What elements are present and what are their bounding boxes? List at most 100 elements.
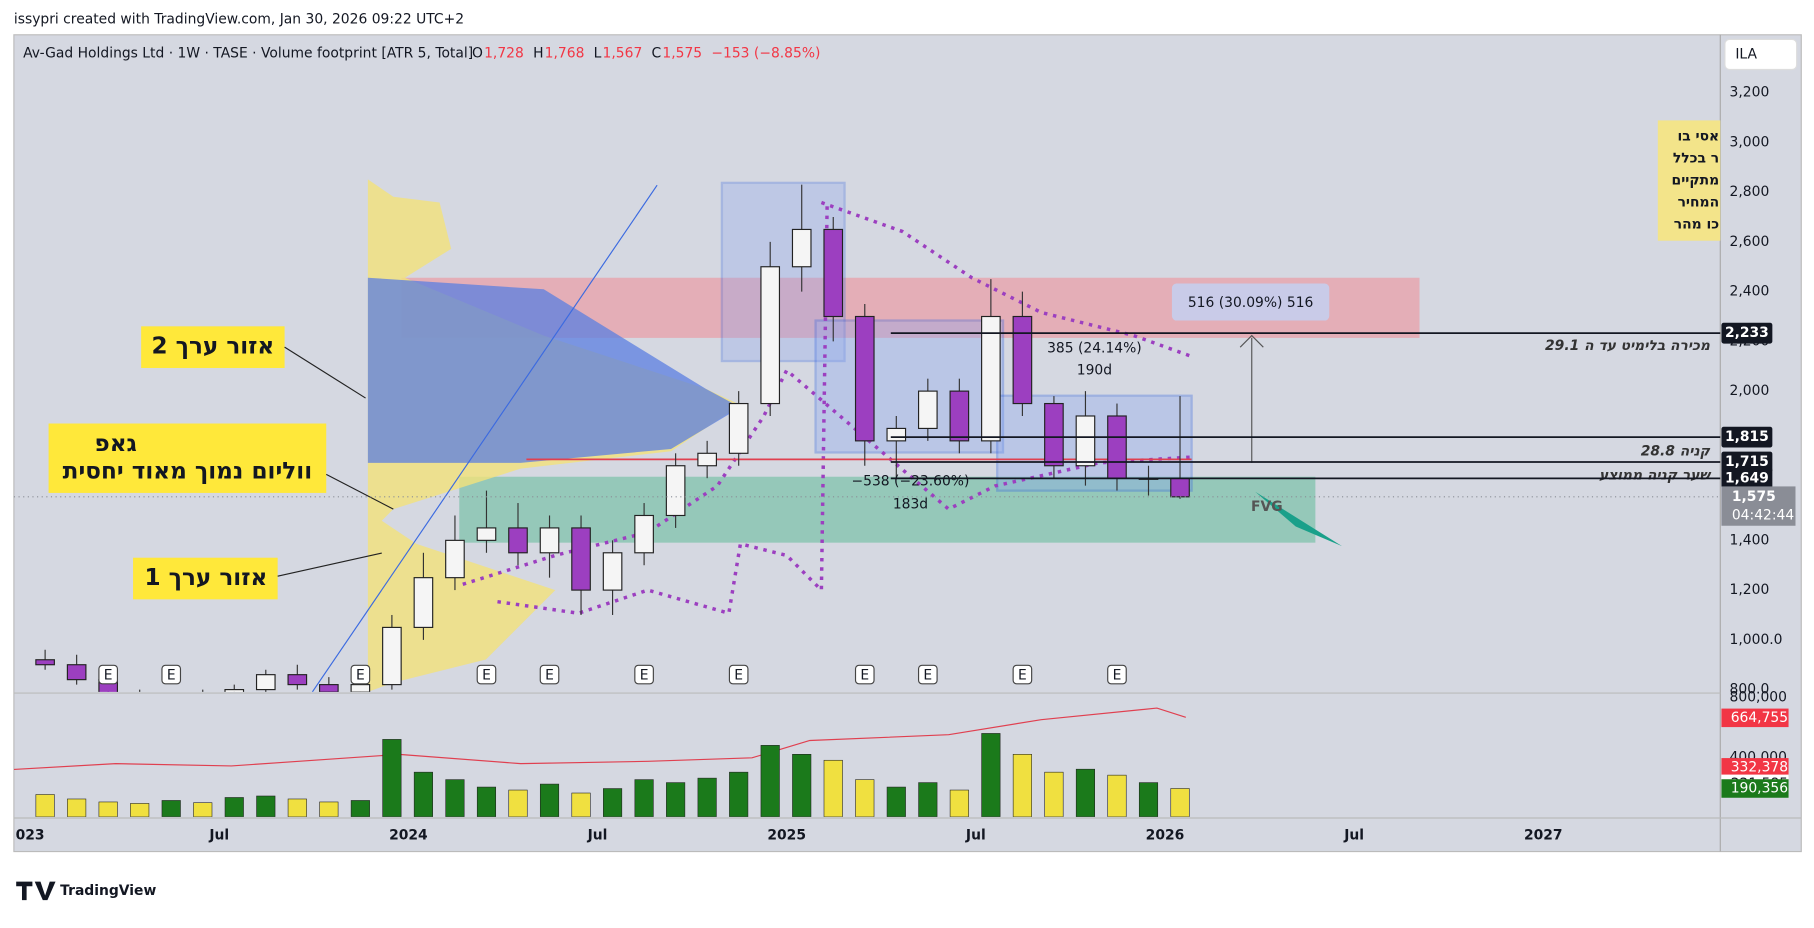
range-box — [814, 319, 1005, 454]
candle-body — [476, 527, 497, 541]
volume-bar — [98, 801, 118, 817]
note-line: כו מהר — [1674, 217, 1720, 233]
level-tag — [1721, 426, 1773, 448]
volume-bar — [1170, 788, 1190, 817]
currency[interactable]: ILA — [1735, 46, 1757, 62]
volume-bar — [382, 739, 402, 817]
y-tick-label: 800.0 — [1730, 682, 1770, 698]
measure-label-text: 385 (24.14%) — [1047, 340, 1142, 356]
level-tag — [1721, 468, 1773, 489]
callout — [133, 557, 278, 600]
ohlc-key: O — [472, 45, 483, 61]
callout-text: אזור ערך 1 — [145, 565, 268, 591]
earnings-label: E — [860, 668, 869, 684]
volume-bar — [918, 782, 938, 817]
volume-bar — [161, 800, 181, 817]
x-tick-label: 2024 — [389, 827, 428, 843]
volume-bar — [1044, 771, 1064, 817]
level-tag — [1721, 451, 1773, 473]
candle-body — [981, 315, 1001, 442]
measure-label-text: 190d — [1077, 362, 1112, 378]
x-tick-label: Jul — [587, 827, 608, 843]
volume-bar — [413, 771, 433, 817]
earnings-marker — [161, 664, 182, 685]
volume-ma-line — [13, 707, 1186, 770]
x-tick-label: 2027 — [1524, 827, 1563, 843]
volume-tag — [1721, 779, 1789, 798]
volume-bar — [256, 795, 276, 817]
ohlc-value: 1,575 — [662, 45, 702, 61]
volume-tick-label: 800,000 — [1730, 690, 1787, 706]
volume-bar — [571, 792, 591, 817]
candle-body — [319, 684, 339, 692]
earnings-marker — [728, 664, 749, 685]
earnings-marker — [854, 664, 875, 685]
earnings-marker — [1107, 664, 1127, 685]
earnings-marker — [539, 664, 560, 685]
volume-bar — [666, 782, 686, 817]
earnings-marker — [917, 664, 938, 685]
volume-bar — [603, 788, 623, 817]
volume-tag — [1721, 708, 1789, 728]
chart-title: Av-Gad Holdings Ltd · 1W · TASE · Volume… — [23, 45, 473, 61]
note-line: ר בכלל — [1673, 151, 1719, 167]
earnings-marker — [98, 664, 119, 685]
callout-line — [277, 552, 382, 577]
x-tick-label: 023 — [16, 827, 45, 843]
ohlc-key: L — [594, 45, 602, 61]
candle-body — [66, 664, 87, 681]
volume-bar — [886, 786, 906, 817]
volume-tag — [1721, 758, 1789, 777]
volume-bar — [287, 798, 307, 817]
currency-button[interactable] — [1724, 38, 1798, 71]
volume-bar — [193, 802, 213, 817]
upper-band — [820, 200, 1193, 359]
volume-bar — [855, 779, 875, 817]
x-tick-label: 2025 — [767, 827, 806, 843]
volume-bar — [224, 797, 244, 817]
candle-body — [1044, 402, 1064, 467]
candle-body — [760, 266, 781, 405]
ohlc-value: 1,567 — [603, 45, 643, 61]
volume-tag-label: 664,755 — [1731, 710, 1788, 726]
earnings-marker — [634, 664, 654, 685]
note-line: המחיר — [1678, 195, 1720, 211]
candle-body — [508, 527, 528, 554]
ohlc-key: H — [533, 45, 543, 61]
candle-body — [854, 315, 875, 442]
volume-bar — [949, 789, 969, 817]
volume-tag-label: 190,356 — [1731, 780, 1788, 796]
measure-arrow-head — [1239, 334, 1264, 348]
sell-note: מכירה בלימיט עד ה 29.1 — [1545, 338, 1711, 354]
level-label: 1,815 — [1725, 429, 1769, 445]
lower-band — [497, 202, 829, 616]
volume-bar — [350, 800, 370, 817]
callout-text: ווליום נמוך מאוד יחסית — [63, 459, 313, 485]
candle-body — [917, 390, 938, 430]
earnings-label: E — [734, 668, 743, 684]
volume-bar — [823, 759, 843, 817]
callout — [48, 423, 327, 493]
measure-label-text: 516 (30.09%) 516 — [1188, 295, 1314, 311]
y-tick-label: 3,200 — [1730, 85, 1770, 101]
volume-bar — [1012, 754, 1032, 817]
volume-pane — [13, 707, 1190, 817]
candle-body — [665, 465, 686, 517]
volume-bar — [792, 754, 812, 817]
candle-body — [886, 427, 907, 442]
level-label: 1,715 — [1725, 454, 1769, 470]
candle-body — [1075, 415, 1096, 467]
candle-body — [255, 674, 276, 691]
x-tick-label: 2026 — [1146, 827, 1185, 843]
y-tick-label: 1,000.0 — [1730, 632, 1783, 648]
candle-body — [1012, 315, 1033, 405]
volume-bar — [539, 783, 560, 817]
ohlc-legend: O 1,728 H 1,768 L 1,567 C 1,575 −153 (−8.85%) — [472, 45, 820, 61]
ohlc-value: 1,768 — [545, 45, 585, 61]
volume-bar — [319, 801, 339, 817]
ohlc-value: 1,728 — [484, 45, 524, 61]
logo-mark — [16, 881, 56, 901]
volume-bar — [476, 786, 497, 817]
